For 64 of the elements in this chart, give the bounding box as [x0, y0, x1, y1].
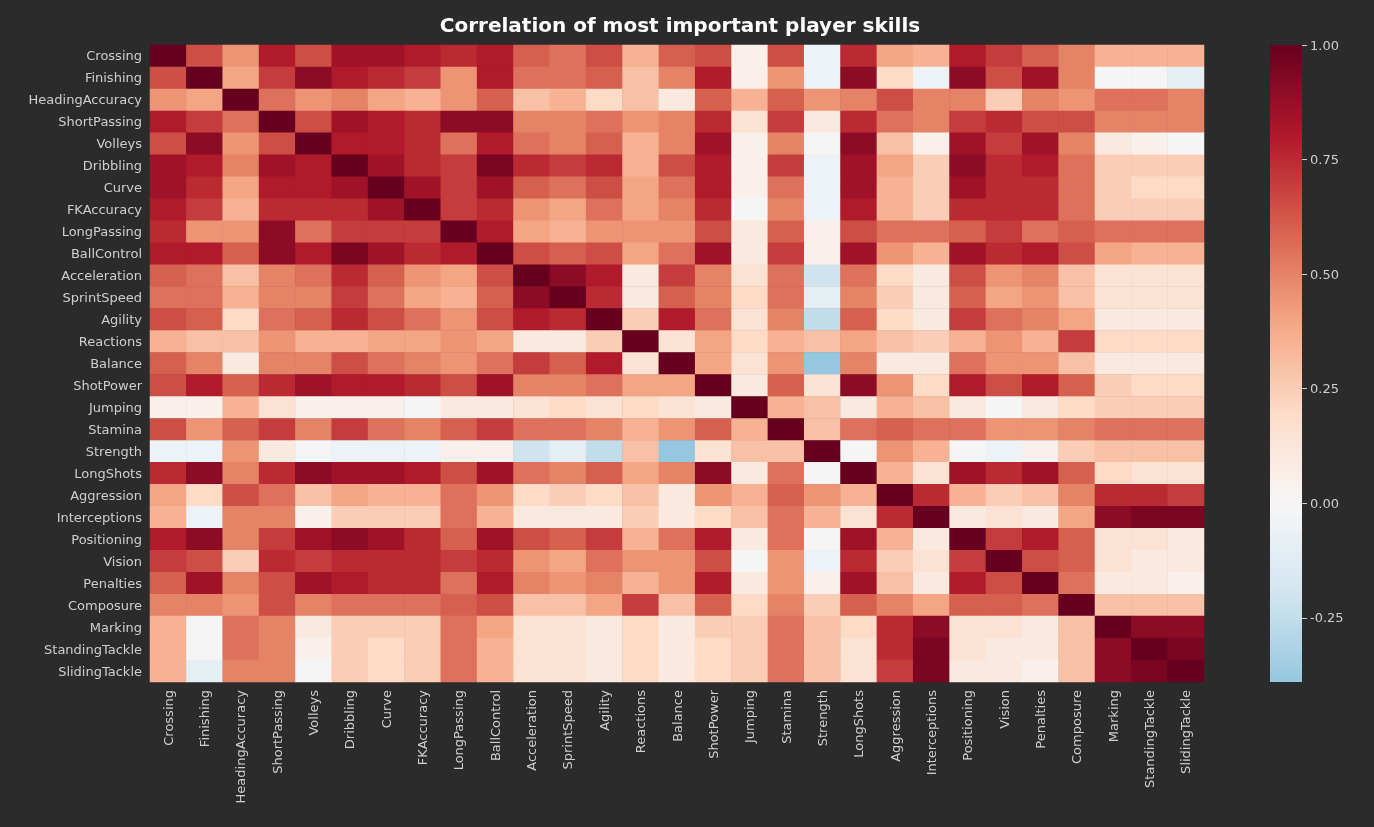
x-tick-label: Composure: [1069, 690, 1085, 764]
y-tick-label: Acceleration: [61, 268, 142, 284]
y-tick-label: Crossing: [86, 48, 142, 64]
x-tick-label: Strength: [814, 690, 830, 747]
y-tick-label: HeadingAccuracy: [28, 92, 143, 108]
color-bar-label: 0.75: [1310, 152, 1339, 168]
x-tick-label: SprintSpeed: [560, 690, 576, 770]
color-bar-label: 0.00: [1310, 495, 1339, 511]
color-bar-label: -0.25: [1310, 610, 1344, 626]
x-tick-label: Agility: [596, 689, 612, 731]
y-tick-label: LongShots: [74, 465, 143, 481]
y-tick-label: Aggression: [70, 487, 142, 503]
y-tick-label: Penalties: [83, 575, 143, 591]
y-tick-label: ShortPassing: [58, 114, 142, 130]
x-tick-label: Volleys: [306, 689, 322, 736]
x-tick-label: Penalties: [1032, 689, 1048, 749]
y-tick-label: SprintSpeed: [62, 290, 142, 306]
x-tick-label: Vision: [996, 690, 1012, 729]
x-tick-label: ShortPassing: [269, 690, 285, 774]
x-tick-label: HeadingAccuracy: [233, 689, 249, 804]
x-tick-label: Curve: [378, 690, 394, 729]
color-bar-label: 0.50: [1310, 266, 1339, 282]
y-tick-label: Agility: [101, 312, 143, 328]
y-tick-label: Finishing: [84, 70, 142, 86]
y-tick-label: SlidingTackle: [58, 663, 142, 679]
x-tick-label: Acceleration: [524, 690, 540, 771]
x-tick-label: Interceptions: [923, 689, 939, 776]
x-tick-label: LongShots: [851, 689, 867, 758]
x-tick-label: Jumping: [742, 690, 758, 745]
y-tick-label: Volleys: [96, 136, 143, 152]
x-tick-label: Balance: [669, 690, 685, 742]
color-bar-label: 1.00: [1310, 37, 1339, 53]
x-tick-label: Dribbling: [342, 690, 358, 750]
y-tick-label: BallControl: [70, 246, 142, 262]
y-tick-label: Dribbling: [82, 158, 142, 174]
y-tick-label: Interceptions: [56, 509, 143, 525]
y-tick-label: Curve: [103, 180, 142, 196]
x-tick-label: FKAccuracy: [415, 689, 431, 766]
y-tick-label: Balance: [90, 356, 142, 371]
y-tick-label: Strength: [85, 443, 142, 459]
x-tick-label: Positioning: [960, 690, 976, 761]
x-tick-label: Finishing: [197, 690, 213, 748]
y-tick-label: FKAccuracy: [66, 202, 143, 218]
x-tick-label: LongPassing: [451, 690, 467, 771]
y-tick-label: Jumping: [87, 399, 142, 415]
chart-title: Correlation of most important player skills: [439, 13, 921, 37]
color-bar-label: 0.25: [1310, 381, 1339, 397]
x-tick-label: Reactions: [633, 689, 649, 754]
x-tick-label: StandingTackle: [1141, 690, 1157, 788]
y-tick-label: Composure: [68, 597, 142, 613]
x-tick-label: SlidingTackle: [1178, 690, 1194, 774]
y-tick-label: StandingTackle: [44, 641, 142, 657]
x-tick-label: Stamina: [778, 690, 794, 744]
x-tick-label: ShotPower: [705, 689, 721, 759]
y-tick-label: Stamina: [88, 421, 142, 437]
x-tick-label: BallControl: [487, 690, 503, 762]
y-tick-label: LongPassing: [61, 224, 142, 240]
y-tick-label: Marking: [89, 619, 142, 635]
y-tick-label: Reactions: [78, 334, 143, 350]
y-tick-label: Positioning: [71, 531, 142, 547]
y-tick-label: Vision: [103, 553, 142, 569]
x-tick-label: Marking: [1105, 690, 1121, 743]
x-tick-label: Aggression: [887, 690, 903, 762]
y-tick-label: ShotPower: [73, 377, 143, 393]
